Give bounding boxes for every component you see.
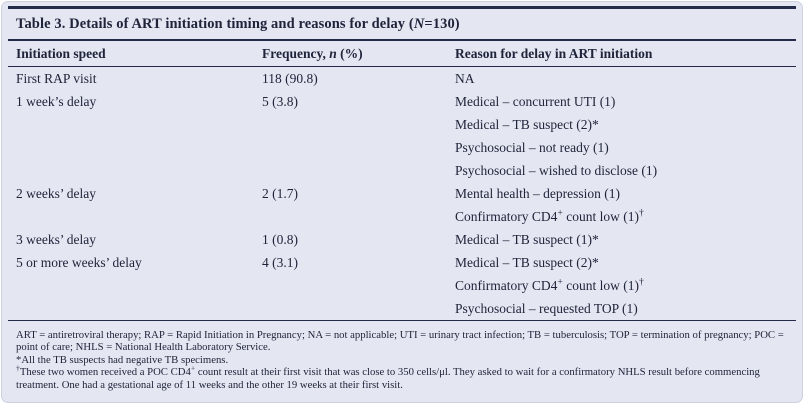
footnotes: ART = antiretroviral therapy; RAP = Rapi…	[2, 321, 802, 391]
cell-initiation-speed: 3 weeks’ delay	[16, 231, 96, 247]
footnote-dagger-marker: †	[16, 363, 20, 373]
cell-reason: Medical – TB suspect (1)*	[455, 231, 599, 247]
cell-initiation-speed: 5 or more weeks’ delay	[16, 254, 142, 270]
header-initiation-speed: Initiation speed	[16, 45, 106, 61]
cell-reason: Medical – TB suspect (2)*	[455, 116, 599, 132]
table-title-suffix: =130)	[424, 16, 460, 32]
header-reason-for-delay: Reason for delay in ART initiation	[455, 45, 653, 61]
table-row-line: Psychosocial – wished to disclose (1)	[2, 159, 802, 182]
top-rule	[8, 6, 796, 9]
cell-frequency: 118 (90.8)	[262, 70, 318, 86]
cell-reason: Confirmatory CD4+ count low (1)†	[455, 276, 644, 293]
cell-reason: Psychosocial – wished to disclose (1)	[455, 162, 658, 178]
cell-frequency: 1 (0.8)	[262, 231, 298, 247]
table-row-line: Confirmatory CD4+ count low (1)†	[2, 274, 802, 297]
cell-reason: Psychosocial – requested TOP (1)	[455, 300, 638, 316]
table-header-row: Initiation speed Frequency, n (%) Reason…	[2, 41, 802, 66]
cell-reason: Medical – TB suspect (2)*	[455, 254, 599, 270]
cell-reason: Medical – concurrent UTI (1)	[455, 93, 616, 109]
cell-reason: NA	[455, 70, 475, 86]
table-row-line: Psychosocial – not ready (1)	[2, 136, 802, 159]
cell-frequency: 2 (1.7)	[262, 185, 298, 201]
table-row-line: First RAP visit 118 (90.8) NA	[2, 67, 802, 90]
footnote-abbreviations: ART = antiretroviral therapy; RAP = Rapi…	[16, 329, 784, 354]
cell-frequency: 4 (3.1)	[262, 254, 298, 270]
title-underline-rule	[8, 39, 796, 41]
header-frequency: Frequency, n (%)	[262, 45, 363, 61]
table-title: Table 3. Details of ART initiation timin…	[2, 9, 802, 39]
table-title-text: Table 3. Details of ART initiation timin…	[16, 16, 414, 32]
cell-initiation-speed: 1 week’s delay	[16, 93, 97, 109]
cell-initiation-speed: First RAP visit	[16, 70, 97, 86]
footnote-divider-rule	[8, 320, 796, 321]
cell-reason: Psychosocial – not ready (1)	[455, 139, 609, 155]
cell-reason: Mental health – depression (1)	[455, 185, 620, 201]
table-row-line: Confirmatory CD4+ count low (1)†	[2, 205, 802, 228]
table-body: First RAP visit 118 (90.8) NA 1 week’s d…	[2, 67, 802, 320]
table-row-line: 1 week’s delay 5 (3.8) Medical – concurr…	[2, 90, 802, 113]
table-row-line: 3 weeks’ delay 1 (0.8) Medical – TB susp…	[2, 228, 802, 251]
table-row-line: Medical – TB suspect (2)*	[2, 113, 802, 136]
footnote-dagger: †These two women received a POC CD4+ cou…	[16, 363, 788, 391]
table-row-line: Psychosocial – requested TOP (1)	[2, 297, 802, 320]
footnote-star-text: All the TB suspects had negative TB spec…	[21, 353, 229, 366]
cell-reason: Confirmatory CD4+ count low (1)†	[455, 207, 644, 224]
footnote-star: *All the TB suspects had negative TB spe…	[16, 354, 788, 366]
table-title-n-italic: N	[413, 16, 425, 32]
footnote-star-marker: *	[16, 353, 22, 366]
cell-initiation-speed: 2 weeks’ delay	[16, 185, 96, 201]
header-underline-rule	[8, 66, 796, 67]
cell-frequency: 5 (3.8)	[262, 93, 298, 109]
footnote-dagger-text: These two women received a POC CD4+ coun…	[16, 363, 760, 391]
table-row-line: 2 weeks’ delay 2 (1.7) Mental health – d…	[2, 182, 802, 205]
table-row-line: 5 or more weeks’ delay 4 (3.1) Medical –…	[2, 251, 802, 274]
